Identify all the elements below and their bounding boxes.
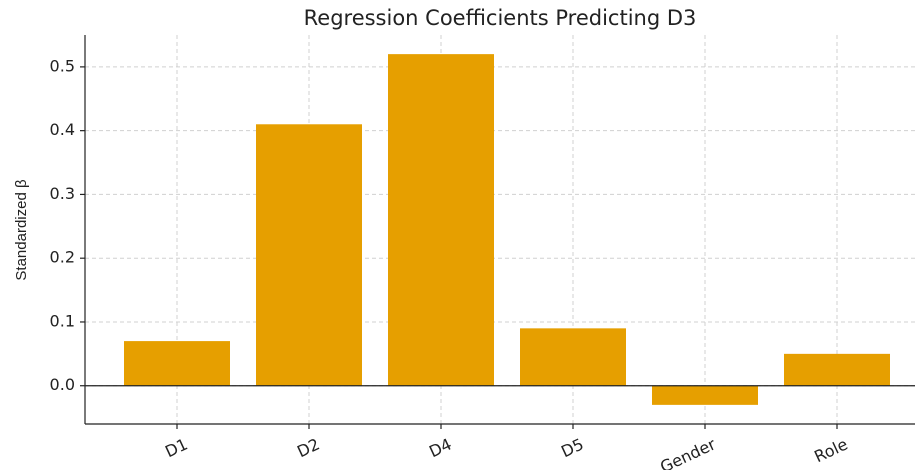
y-axis-label: Standardized β xyxy=(13,179,30,281)
bar xyxy=(784,353,890,386)
x-tick-label: D1 xyxy=(162,434,190,461)
y-tick-label: 0.0 xyxy=(50,375,75,394)
bar xyxy=(388,54,494,386)
x-tick-label: D4 xyxy=(426,434,454,461)
x-tick-label: Gender xyxy=(657,434,719,470)
x-tick-label: D2 xyxy=(294,434,322,461)
bar xyxy=(520,328,626,386)
bar xyxy=(652,385,758,405)
y-tick-label: 0.3 xyxy=(50,184,75,203)
chart-title: Regression Coefficients Predicting D3 xyxy=(304,6,697,30)
y-tick-label: 0.2 xyxy=(50,248,75,267)
y-tick-label: 0.1 xyxy=(50,311,75,330)
bar xyxy=(256,124,362,386)
bar xyxy=(124,341,230,386)
x-tick-label: Role xyxy=(811,434,850,466)
x-tick-label: D5 xyxy=(558,434,586,461)
y-tick-label: 0.4 xyxy=(50,120,75,139)
y-tick-label: 0.5 xyxy=(50,56,75,75)
